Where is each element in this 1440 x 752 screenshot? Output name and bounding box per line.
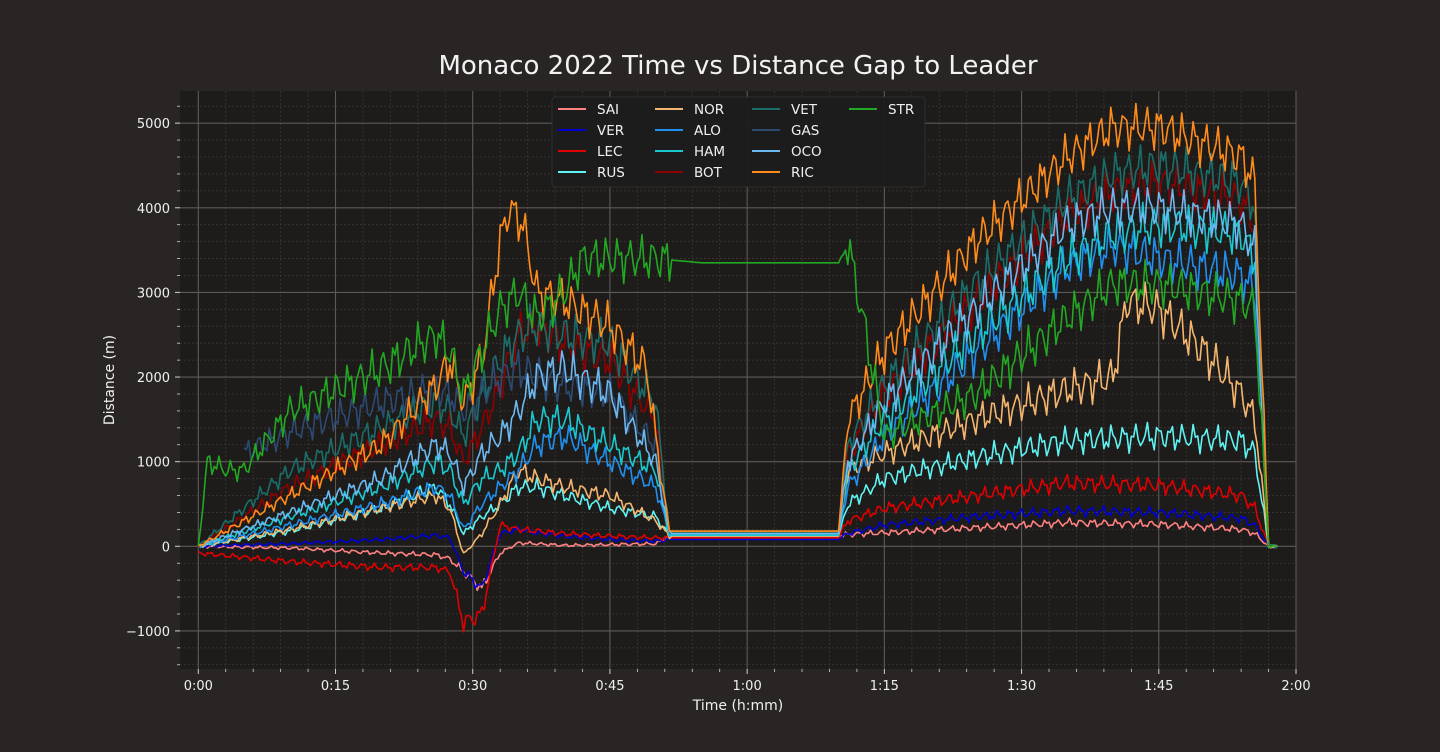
y-axis-label: Distance (m) xyxy=(102,335,118,425)
legend-label-lec: LEC xyxy=(597,144,622,160)
series-line-str xyxy=(197,233,1278,549)
x-axis-ticks: 0:00 0:15 0:30 0:45 1:00 1:15 1:30 1:45 2:00 xyxy=(184,669,1311,694)
legend: SAI VER LEC RUS NOR ALO HAM BOT VET GAS OCO RIC STR xyxy=(551,96,926,188)
series-line-oco xyxy=(198,186,1278,549)
series-line-ric xyxy=(197,102,1278,549)
x-tick-label: 1:30 xyxy=(1007,679,1036,694)
x-tick-label: 1:00 xyxy=(733,679,762,694)
y-tick-label: 0 xyxy=(162,540,170,555)
series-line-ham xyxy=(197,201,1278,549)
legend-label-ric: RIC xyxy=(791,165,814,181)
legend-label-ver: VER xyxy=(597,123,624,139)
y-tick-label: −1000 xyxy=(126,625,170,640)
legend-label-vet: VET xyxy=(791,102,818,118)
series-line-ver xyxy=(197,504,1278,589)
x-tick-label: 2:00 xyxy=(1281,679,1310,694)
legend-label-sai: SAI xyxy=(597,102,619,118)
y-tick-label: 2000 xyxy=(137,371,170,386)
x-axis-label: Time (h:mm) xyxy=(692,698,784,714)
legend-label-oco: OCO xyxy=(791,144,822,160)
legend-label-bot: BOT xyxy=(694,165,723,181)
series-layer xyxy=(197,102,1279,633)
legend-label-alo: ALO xyxy=(694,123,721,139)
legend-label-str: STR xyxy=(888,102,914,118)
series-line-vet xyxy=(197,144,1279,549)
legend-label-nor: NOR xyxy=(694,102,724,118)
y-axis-ticks: −1000 0 1000 2000 3000 4000 5000 xyxy=(126,105,180,666)
x-tick-label: 1:45 xyxy=(1144,679,1173,694)
x-tick-label: 0:00 xyxy=(184,679,213,694)
x-tick-label: 0:15 xyxy=(321,679,350,694)
legend-label-rus: RUS xyxy=(597,165,625,181)
series-line-lec xyxy=(197,473,1279,633)
y-tick-label: 3000 xyxy=(137,286,170,301)
y-tick-label: 4000 xyxy=(137,202,170,217)
chart-title: Monaco 2022 Time vs Distance Gap to Lead… xyxy=(438,51,1037,81)
legend-box xyxy=(551,96,926,188)
x-tick-label: 0:30 xyxy=(458,679,487,694)
legend-label-ham: HAM xyxy=(694,144,725,160)
legend-label-gas: GAS xyxy=(791,123,819,139)
y-tick-label: 1000 xyxy=(137,456,170,471)
x-tick-label: 1:15 xyxy=(870,679,899,694)
x-tick-label: 0:45 xyxy=(595,679,624,694)
y-tick-label: 5000 xyxy=(137,117,170,132)
